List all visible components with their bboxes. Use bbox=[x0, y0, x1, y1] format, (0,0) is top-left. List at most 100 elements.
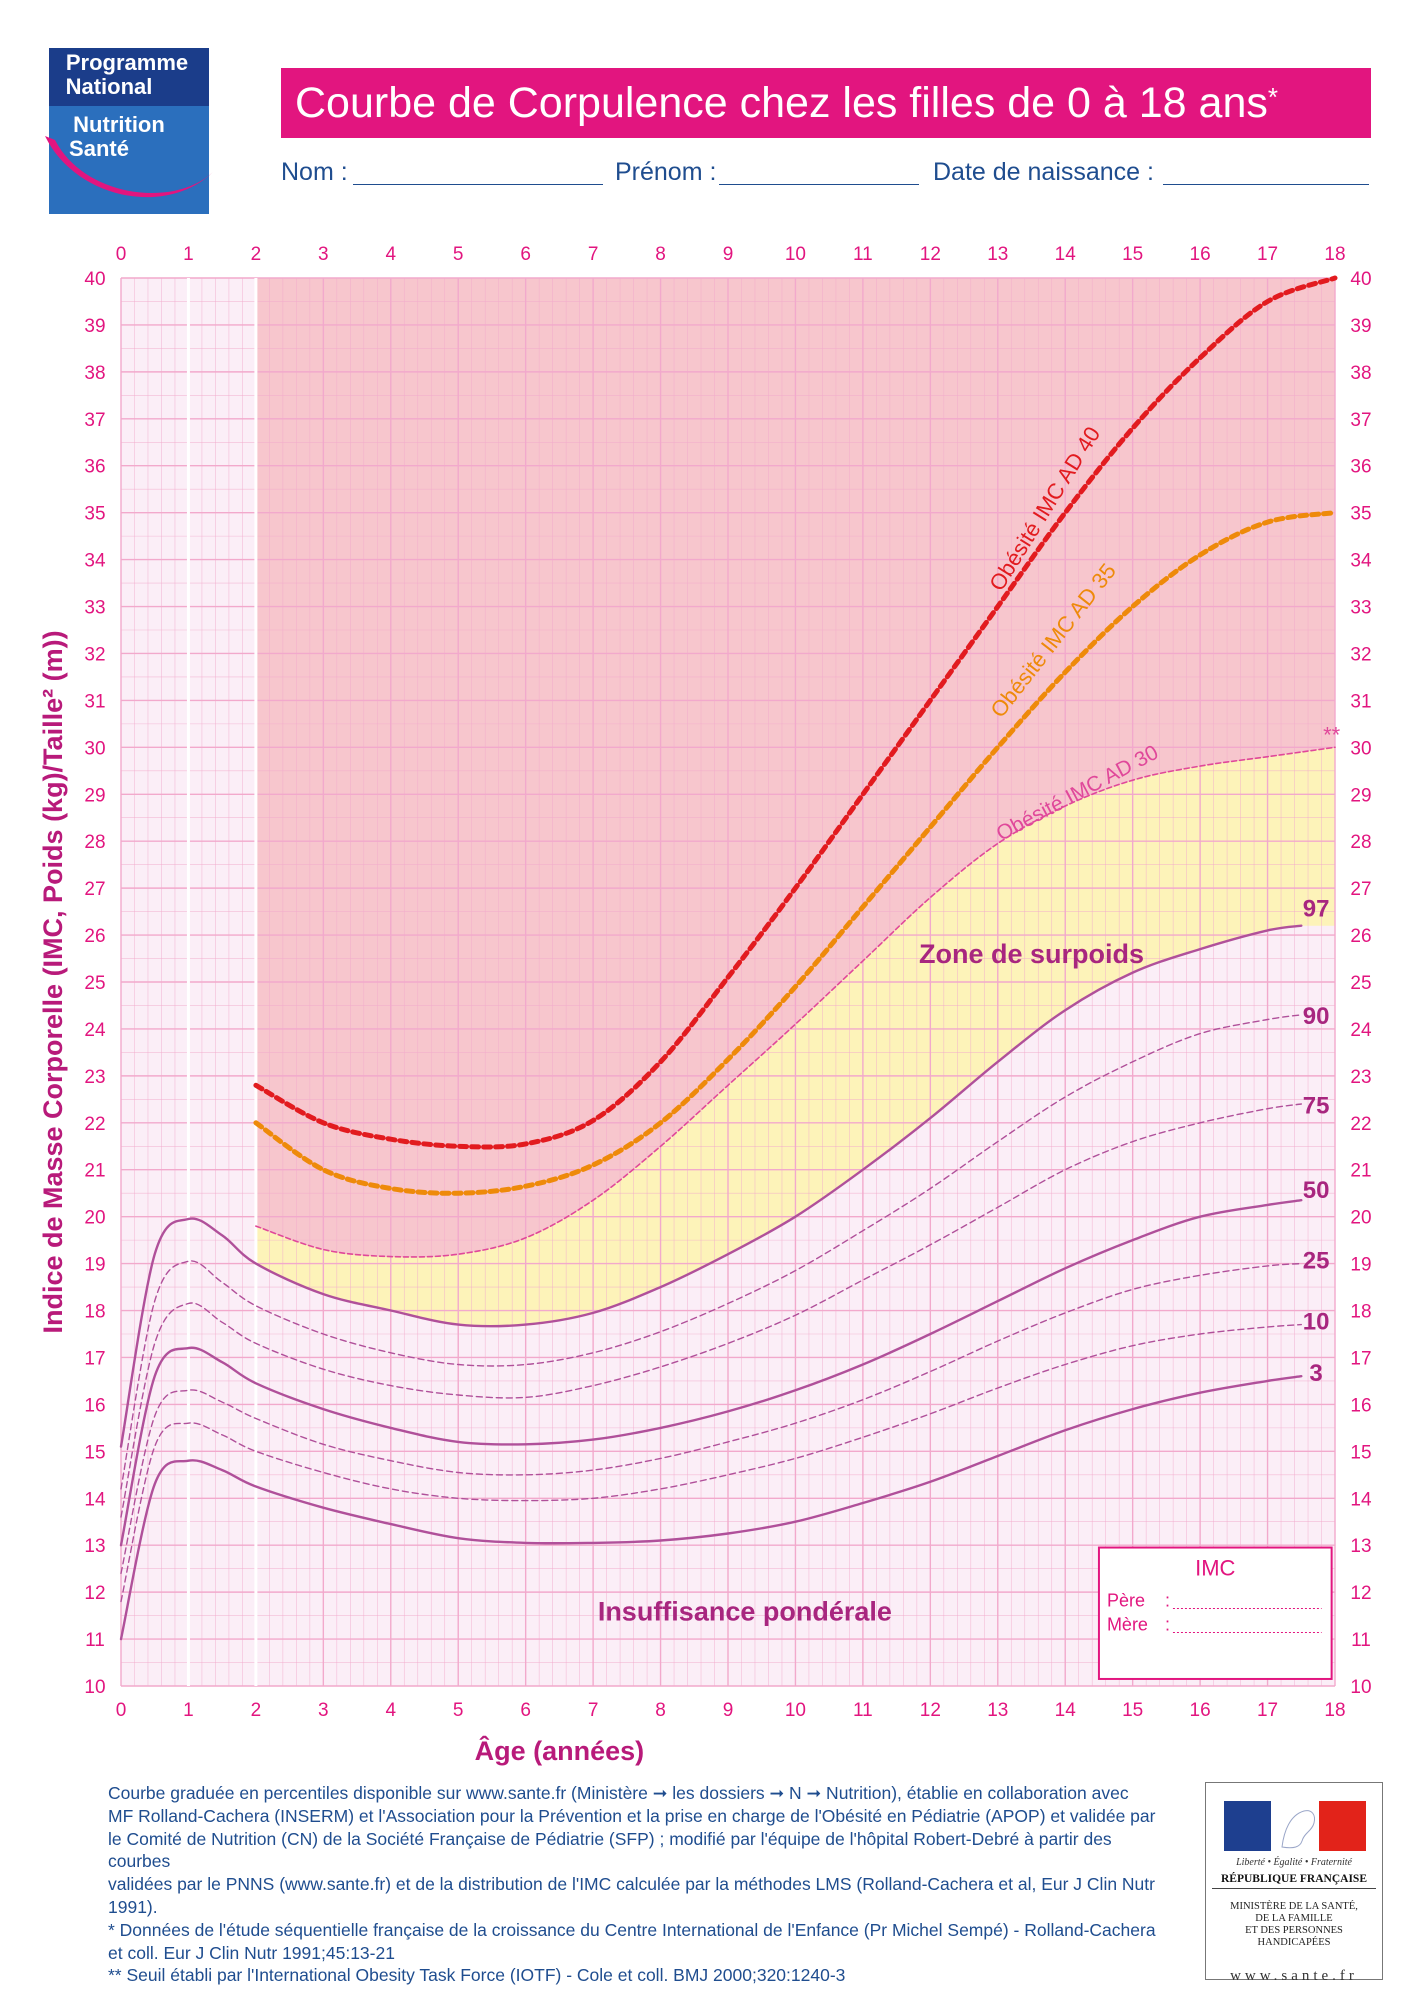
x-tick-label-bottom: 14 bbox=[1055, 1700, 1077, 1721]
x-tick-label-bottom: 10 bbox=[785, 1700, 806, 1721]
pere-label: Père bbox=[1107, 1591, 1145, 1611]
title-footnote-mark: * bbox=[1267, 82, 1278, 112]
y-tick-label-right: 16 bbox=[1350, 1395, 1371, 1416]
y-tick-label-left: 38 bbox=[84, 363, 105, 384]
y-tick-label-right: 39 bbox=[1350, 316, 1371, 337]
y-tick-label-left: 18 bbox=[84, 1302, 105, 1323]
y-tick-label-left: 39 bbox=[84, 316, 105, 337]
y-tick-label-left: 35 bbox=[84, 504, 105, 525]
insuffisance-label: Insuffisance pondérale bbox=[598, 1596, 892, 1626]
y-tick-label-left: 26 bbox=[84, 926, 105, 947]
y-tick-label-left: 28 bbox=[84, 832, 105, 853]
y-tick-label-left: 29 bbox=[84, 785, 105, 806]
y-tick-label-right: 26 bbox=[1350, 926, 1371, 947]
y-axis-title: Indice de Masse Corporelle (IMC, Poids (… bbox=[38, 630, 68, 1333]
logo-text-2: National bbox=[66, 74, 153, 99]
y-tick-label-right: 21 bbox=[1350, 1161, 1371, 1182]
y-tick-label-right: 14 bbox=[1350, 1489, 1372, 1510]
y-tick-label-right: 11 bbox=[1351, 1630, 1371, 1651]
logo-text-3: Nutrition bbox=[73, 112, 165, 137]
x-tick-label-bottom: 1 bbox=[183, 1700, 194, 1721]
x-tick-label-bottom: 15 bbox=[1122, 1700, 1143, 1721]
y-tick-label-right: 24 bbox=[1350, 1020, 1372, 1041]
y-tick-label-left: 31 bbox=[84, 691, 105, 712]
percentile-label-10: 10 bbox=[1303, 1308, 1330, 1335]
y-tick-label-left: 17 bbox=[84, 1348, 105, 1369]
y-tick-label-right: 22 bbox=[1350, 1114, 1371, 1135]
x-tick-label-top: 0 bbox=[116, 244, 127, 265]
y-tick-label-right: 25 bbox=[1350, 973, 1371, 994]
logo-text-4: Santé bbox=[69, 136, 129, 161]
y-tick-label-left: 20 bbox=[84, 1208, 105, 1229]
y-tick-label-left: 14 bbox=[84, 1489, 106, 1510]
y-tick-label-left: 12 bbox=[84, 1583, 105, 1604]
zone-surpoids-label: Zone de surpoids bbox=[919, 939, 1144, 969]
y-tick-label-left: 33 bbox=[84, 598, 105, 619]
x-axis-title: Âge (années) bbox=[475, 1735, 645, 1766]
y-tick-label-right: 40 bbox=[1350, 269, 1371, 290]
y-tick-label-right: 36 bbox=[1350, 457, 1371, 478]
y-tick-label-right: 31 bbox=[1350, 691, 1371, 712]
prenom-field[interactable] bbox=[719, 184, 919, 185]
x-tick-label-top: 9 bbox=[723, 244, 734, 265]
y-tick-label-right: 35 bbox=[1350, 504, 1371, 525]
x-tick-label-top: 8 bbox=[655, 244, 666, 265]
ministry-line: MINISTÈRE DE LA SANTÉ, bbox=[1230, 1901, 1358, 1912]
mere-label: Mère bbox=[1107, 1615, 1148, 1635]
logo-band-top bbox=[49, 48, 209, 108]
curve-10 bbox=[120, 1323, 1302, 1603]
pnns-logo: Programme National Nutrition Santé bbox=[45, 48, 213, 214]
x-tick-label-top: 15 bbox=[1122, 244, 1143, 265]
ministry-line: HANDICAPÉES bbox=[1257, 1937, 1331, 1948]
y-tick-label-left: 37 bbox=[84, 410, 105, 431]
x-tick-label-bottom: 0 bbox=[116, 1700, 127, 1721]
footnote-line: et coll. Eur J Clin Nutr 1991;45:13-21 bbox=[108, 1942, 395, 1963]
imc-box bbox=[1097, 1546, 1333, 1680]
x-tick-label-bottom: 18 bbox=[1324, 1700, 1345, 1721]
y-tick-label-left: 24 bbox=[84, 1020, 106, 1041]
x-tick-label-bottom: 2 bbox=[251, 1700, 262, 1721]
footnote-line: le Comité de Nutrition (CN) de la Sociét… bbox=[108, 1828, 1112, 1872]
ministry-line: DE LA FAMILLE bbox=[1255, 1913, 1333, 1924]
x-tick-label-bottom: 16 bbox=[1190, 1700, 1211, 1721]
marianne-flag-icon bbox=[1224, 1801, 1366, 1851]
sante-url[interactable]: www.sante.fr bbox=[1230, 1968, 1358, 1984]
percentile-label-3: 3 bbox=[1309, 1360, 1322, 1387]
x-tick-label-bottom: 8 bbox=[655, 1700, 666, 1721]
curve-ob-sit-imc-ad-40 bbox=[253, 275, 1338, 1150]
republique-francaise-logo: Liberté • Égalité • Fraternité RÉPUBLIQU… bbox=[1205, 1782, 1383, 1980]
y-tick-label-right: 23 bbox=[1350, 1067, 1371, 1088]
ministry-line: ET DES PERSONNES bbox=[1245, 1925, 1343, 1936]
y-tick-label-left: 27 bbox=[84, 879, 105, 900]
footnote-line: ** Seuil établi par l'International Obes… bbox=[108, 1965, 846, 1986]
footnote-line: validées par le PNNS (www.sante.fr) et d… bbox=[108, 1874, 1155, 1917]
x-tick-label-top: 4 bbox=[385, 244, 396, 265]
mere-colon: : bbox=[1165, 1615, 1170, 1635]
percentile-label-75: 75 bbox=[1303, 1092, 1330, 1119]
x-tick-label-top: 2 bbox=[251, 244, 262, 265]
footnotes: Courbe graduée en percentiles disponible… bbox=[108, 1782, 1168, 1987]
y-tick-label-left: 23 bbox=[84, 1067, 105, 1088]
y-tick-label-right: 38 bbox=[1350, 363, 1371, 384]
pere-colon: : bbox=[1165, 1591, 1170, 1611]
date-naissance-field[interactable] bbox=[1163, 184, 1369, 185]
x-tick-label-bottom: 12 bbox=[920, 1700, 941, 1721]
nom-field[interactable] bbox=[353, 184, 603, 185]
y-tick-label-right: 28 bbox=[1350, 832, 1371, 853]
x-tick-label-bottom: 17 bbox=[1257, 1700, 1278, 1721]
curve-3 bbox=[119, 1375, 1303, 1641]
y-tick-label-left: 22 bbox=[84, 1114, 105, 1135]
y-tick-label-left: 25 bbox=[84, 973, 105, 994]
republique-motto: Liberté • Égalité • Fraternité bbox=[1236, 1857, 1352, 1868]
page-title: Courbe de Corpulence chez les filles de … bbox=[281, 68, 1371, 138]
curve-ob-sit-imc-ad-35 bbox=[253, 510, 1338, 1196]
x-tick-label-bottom: 5 bbox=[453, 1700, 464, 1721]
x-tick-label-top: 14 bbox=[1055, 244, 1077, 265]
x-tick-label-bottom: 11 bbox=[853, 1700, 873, 1721]
x-tick-label-top: 1 bbox=[183, 244, 194, 265]
y-tick-label-right: 32 bbox=[1350, 644, 1371, 665]
x-tick-label-bottom: 3 bbox=[318, 1700, 329, 1721]
y-tick-label-left: 19 bbox=[84, 1255, 105, 1276]
percentile-label-90: 90 bbox=[1303, 1003, 1330, 1030]
y-tick-label-left: 34 bbox=[84, 551, 106, 572]
